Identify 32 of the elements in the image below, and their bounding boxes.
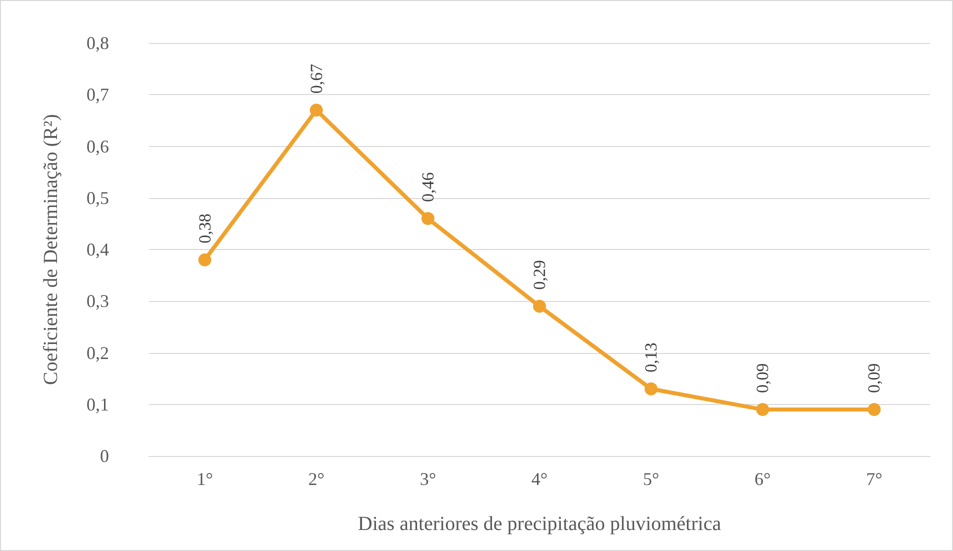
- data-label: 0,46: [418, 172, 438, 202]
- x-tick-label: 1°: [196, 469, 213, 489]
- x-tick-label: 7°: [866, 469, 882, 489]
- x-tick-label: 2°: [308, 469, 324, 489]
- y-tick-label: 0,2: [86, 342, 109, 363]
- data-label: 0,38: [195, 214, 214, 244]
- y-tick-label: 0,8: [86, 33, 109, 53]
- y-axis-title: Coeficiente de Determinação (R²): [40, 114, 62, 385]
- point: [644, 382, 658, 396]
- y-tick-label: 0,4: [86, 240, 109, 260]
- y-tick-label: 0,3: [86, 291, 109, 312]
- point: [756, 403, 770, 416]
- x-tick-label: 3°: [420, 469, 436, 489]
- data-label: 0,67: [306, 63, 326, 94]
- y-tick-label: 0,1: [86, 394, 109, 414]
- x-axis-title: Dias anteriores de precipitação pluviométrica: [358, 513, 722, 535]
- x-tick-label: 6°: [754, 469, 771, 489]
- y-tick-label: 0: [100, 446, 109, 466]
- point: [868, 403, 881, 416]
- point: [198, 253, 212, 266]
- y-tick-label: 0,6: [86, 136, 109, 156]
- point: [310, 104, 323, 117]
- x-tick-label: 5°: [642, 469, 660, 489]
- y-tick-label: 0,7: [86, 84, 109, 105]
- y-tick-label: 0,5: [86, 188, 109, 208]
- data-label: 0,29: [530, 260, 549, 290]
- data-label: 0,13: [642, 342, 661, 372]
- data-label: 0,09: [864, 363, 884, 394]
- point: [533, 300, 546, 313]
- data-label: 0,09: [753, 363, 772, 394]
- point: [421, 212, 434, 226]
- x-tick-label: 4°: [531, 469, 548, 489]
